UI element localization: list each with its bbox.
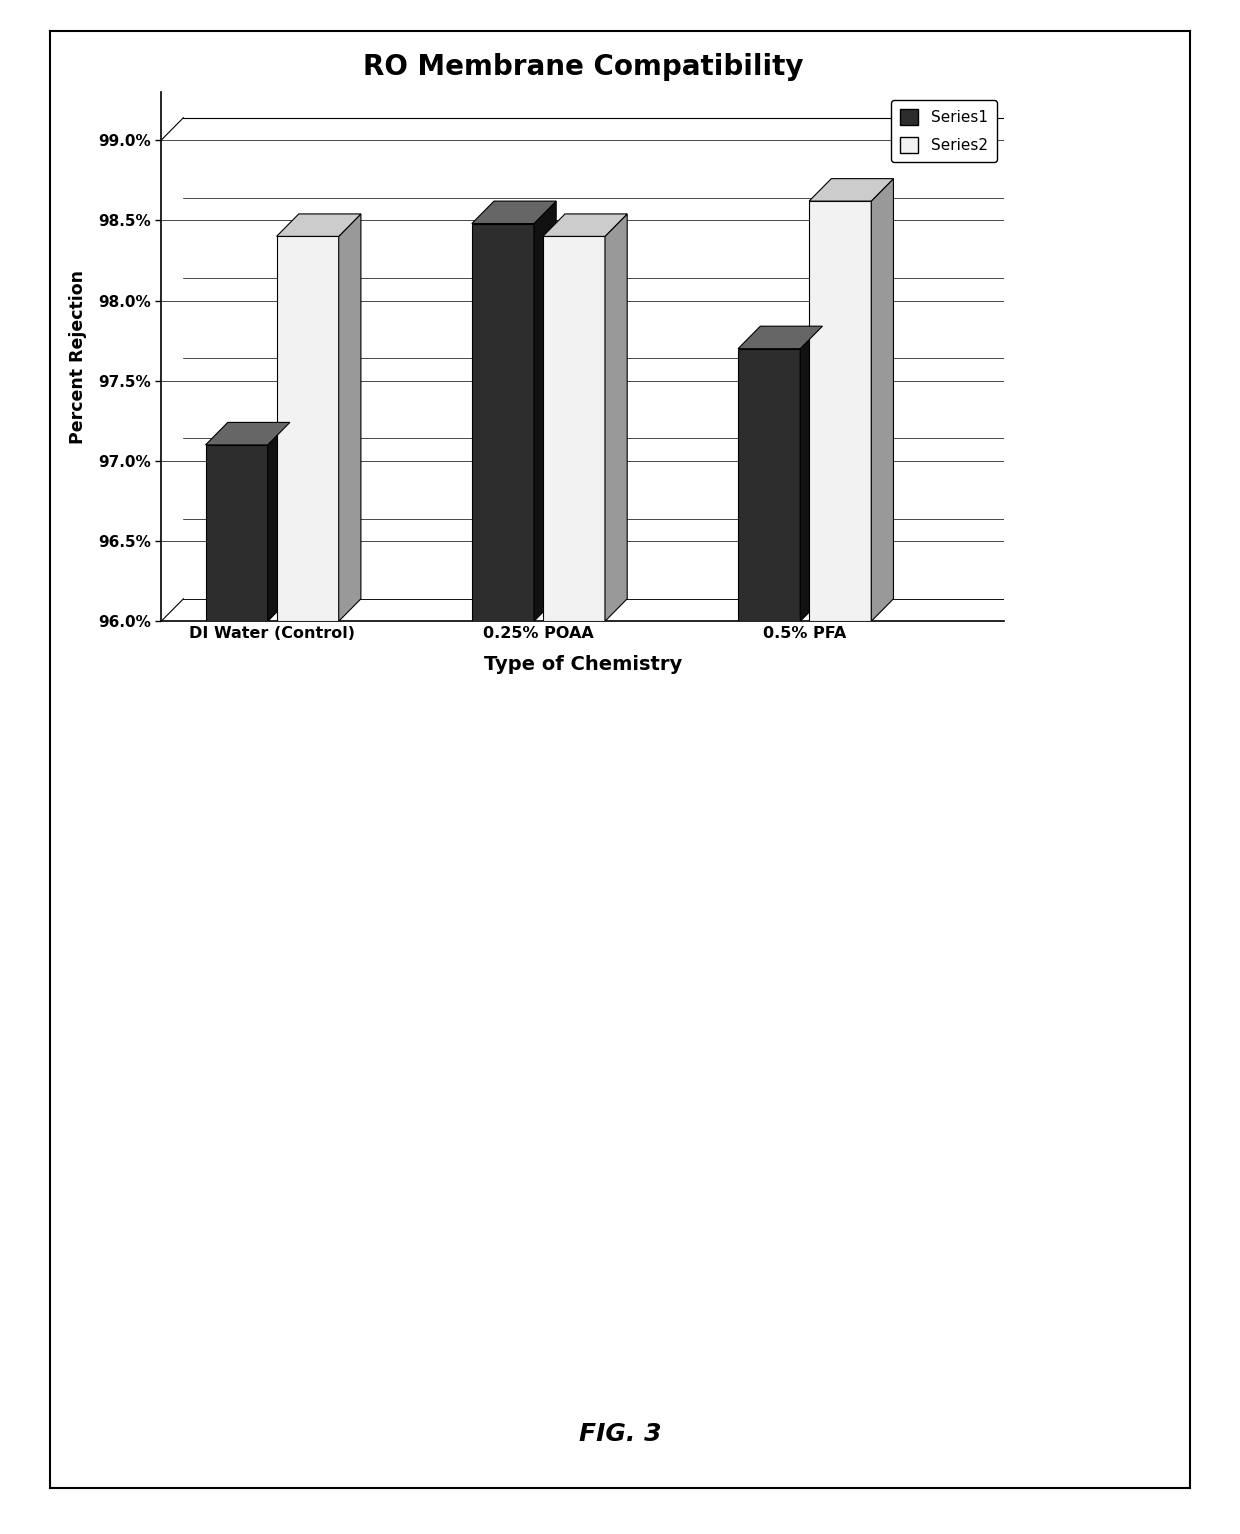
Polygon shape bbox=[543, 236, 605, 621]
Y-axis label: Percent Rejection: Percent Rejection bbox=[68, 270, 87, 443]
Polygon shape bbox=[543, 213, 627, 236]
Polygon shape bbox=[339, 213, 361, 621]
Polygon shape bbox=[277, 236, 339, 621]
Polygon shape bbox=[800, 327, 822, 621]
Polygon shape bbox=[810, 201, 872, 621]
Polygon shape bbox=[738, 348, 800, 621]
Polygon shape bbox=[472, 201, 557, 224]
Text: FIG. 3: FIG. 3 bbox=[579, 1422, 661, 1447]
Polygon shape bbox=[738, 327, 822, 348]
Polygon shape bbox=[605, 213, 627, 621]
Polygon shape bbox=[206, 422, 290, 445]
Polygon shape bbox=[268, 422, 290, 621]
Polygon shape bbox=[277, 213, 361, 236]
Polygon shape bbox=[810, 178, 894, 201]
Polygon shape bbox=[206, 445, 268, 621]
Polygon shape bbox=[472, 224, 534, 621]
Title: RO Membrane Compatibility: RO Membrane Compatibility bbox=[362, 54, 804, 81]
Polygon shape bbox=[534, 201, 557, 621]
Legend: Series1, Series2: Series1, Series2 bbox=[890, 100, 997, 163]
X-axis label: Type of Chemistry: Type of Chemistry bbox=[484, 655, 682, 673]
Polygon shape bbox=[872, 178, 894, 621]
